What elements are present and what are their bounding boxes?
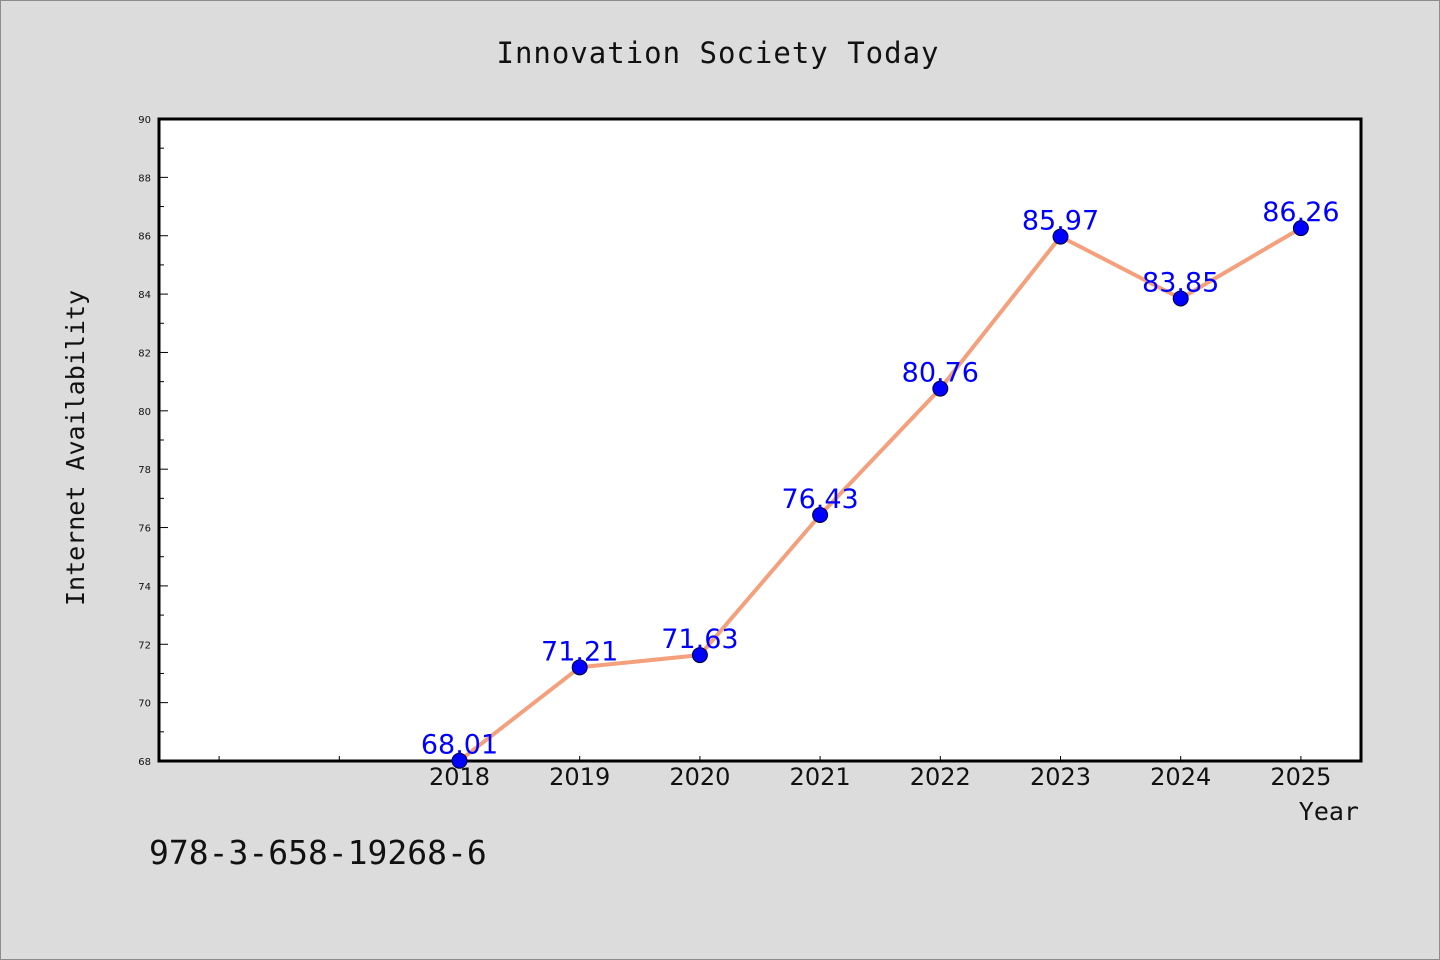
data-point: [812, 506, 829, 523]
data-point: [451, 752, 468, 769]
y-tick-label: 80: [138, 407, 151, 418]
x-tick-label: 2022: [910, 763, 971, 791]
y-tick-label: 76: [138, 524, 151, 535]
y-axis: 68 70 72 74 76 78 80 82 84 86 88 90: [138, 115, 168, 768]
x-tick-label: 2023: [1030, 763, 1091, 791]
data-point: [1292, 220, 1309, 237]
plot-area: [157, 117, 1363, 763]
x-tick-label: 2025: [1270, 763, 1331, 791]
series-line: [457, 226, 1303, 763]
data-label: 68.01: [421, 730, 498, 761]
data-label: 86.26: [1262, 197, 1339, 228]
y-tick-label: 86: [138, 232, 151, 243]
y-tick-label: 84: [138, 290, 151, 301]
data-point: [571, 659, 588, 676]
isbn-footer: 978-3-658-19268-6: [149, 833, 487, 872]
y-tick-label: 82: [138, 348, 151, 359]
data-point: [932, 380, 949, 397]
x-axis-title: Year: [1299, 797, 1359, 826]
data-point: [691, 647, 708, 664]
data-label: 80.76: [902, 358, 979, 389]
y-tick-label: 78: [138, 465, 151, 476]
data-label: 85.97: [1022, 206, 1099, 237]
data-point: [1172, 290, 1189, 307]
data-point: [1052, 228, 1069, 245]
x-axis: 2018 2019 2020 2021 2022 2023 2024 2025: [218, 756, 1331, 791]
y-tick-label: 90: [138, 115, 151, 126]
y-tick-label: 72: [138, 640, 151, 651]
x-tick-label: 2019: [549, 763, 610, 791]
y-tick-label: 74: [138, 582, 151, 593]
y-tick-label: 70: [138, 699, 151, 710]
x-tick-label: 2021: [790, 763, 851, 791]
data-label: 71.63: [661, 624, 738, 655]
x-tick-label: 2024: [1150, 763, 1211, 791]
data-label: 83.85: [1142, 267, 1219, 298]
x-tick-label: 2020: [669, 763, 730, 791]
y-tick-label: 88: [138, 173, 151, 184]
data-label: 76.43: [781, 484, 858, 515]
chart-title: Innovation Society Today: [496, 36, 939, 70]
series-layer: 68.01 71.21 71.63 76.43 80.76 85.97 83.85 86.26: [421, 197, 1340, 769]
data-label: 71.21: [541, 636, 618, 667]
y-tick-label: 68: [138, 757, 151, 768]
y-axis-title: Internet Availability: [61, 290, 90, 606]
